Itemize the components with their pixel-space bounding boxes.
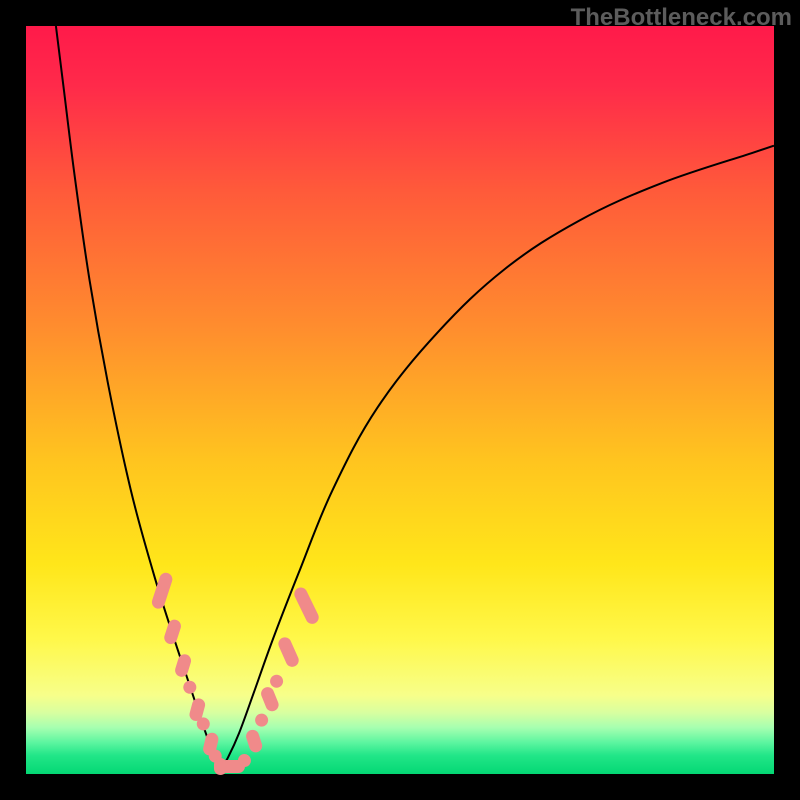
plot-background: [26, 26, 774, 774]
bottleneck-chart: [0, 0, 800, 800]
watermark-text: TheBottleneck.com: [571, 4, 792, 32]
